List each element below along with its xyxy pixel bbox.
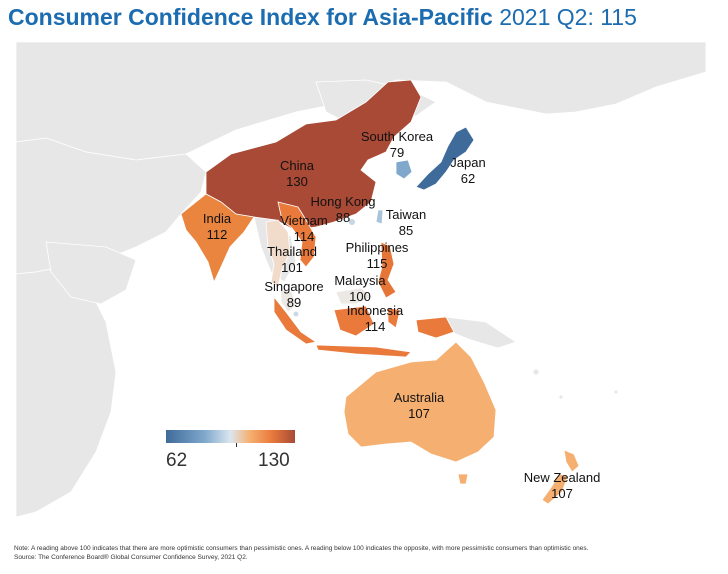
region-malaysia (280, 287, 373, 313)
title-main: Consumer Confidence Index for Asia-Pacif… (8, 4, 493, 30)
label-australia: Australia 107 (394, 390, 445, 422)
legend-color-scale (166, 430, 295, 443)
label-japan-value: 62 (460, 171, 476, 186)
region-singapore (293, 311, 299, 317)
label-taiwan: Taiwan 85 (386, 207, 426, 239)
region-taiwan (375, 209, 384, 225)
region-new-zealand (541, 449, 580, 505)
label-india-name: India (202, 211, 232, 226)
label-hong-kong: Hong Kong 88 (310, 194, 375, 226)
region-thailand (265, 219, 291, 288)
label-thailand-value: 101 (281, 260, 303, 275)
label-vietnam: Vietnam 114 (280, 213, 327, 245)
asia-pacific-map (16, 42, 706, 532)
region-japan (415, 126, 475, 191)
label-new-zealand: New Zealand 107 (524, 470, 601, 502)
region-indonesia (273, 295, 455, 358)
label-malaysia-name: Malaysia (334, 273, 386, 288)
label-philippines-name: Philippines (345, 240, 409, 255)
label-hong-kong-name: Hong Kong (310, 194, 376, 209)
label-south-korea-name: South Korea (360, 129, 434, 144)
label-indonesia: Indonesia 114 (347, 303, 403, 335)
region-vietnam (277, 201, 317, 268)
region-south-korea (395, 159, 413, 180)
label-malaysia-value: 100 (349, 289, 371, 304)
label-hong-kong-value: 88 (335, 210, 351, 225)
label-indonesia-value: 114 (364, 319, 386, 334)
footnote-note: Note: A reading above 100 indicates that… (14, 545, 589, 552)
legend-min-value: 62 (166, 450, 188, 471)
label-philippines-value: 115 (366, 256, 388, 271)
label-singapore-value: 89 (286, 295, 302, 310)
label-vietnam-value: 114 (293, 229, 315, 244)
label-japan-name: Japan (450, 155, 486, 170)
label-indonesia-name: Indonesia (346, 303, 404, 318)
label-philippines: Philippines 115 (346, 240, 409, 272)
footnote: Note: A reading above 100 indicates that… (14, 544, 588, 562)
label-new-zealand-name: New Zealand (523, 470, 601, 485)
label-thailand: Thailand 101 (267, 244, 317, 276)
region-hong-kong (349, 219, 355, 225)
label-india: India 112 (203, 211, 231, 243)
legend-max-value: 130 (258, 450, 290, 471)
label-japan: Japan 62 (450, 155, 485, 187)
region-china (205, 79, 422, 231)
label-taiwan-value: 85 (398, 223, 414, 238)
region-philippines (377, 241, 397, 299)
label-south-korea: South Korea 79 (361, 129, 433, 161)
label-australia-value: 107 (408, 406, 430, 421)
label-india-value: 112 (206, 227, 228, 242)
label-china-value: 130 (286, 174, 308, 189)
footnote-source: Source: The Conference Board® Global Con… (14, 554, 248, 561)
region-india (180, 193, 255, 284)
region-australia (343, 341, 497, 485)
label-china-name: China (280, 158, 314, 173)
label-china: China 130 (280, 158, 314, 190)
label-vietnam-name: Vietnam (280, 213, 328, 228)
label-malaysia: Malaysia 100 (334, 273, 385, 305)
label-taiwan-name: Taiwan (385, 207, 427, 222)
label-singapore: Singapore 89 (264, 279, 323, 311)
label-thailand-name: Thailand (267, 244, 317, 259)
label-south-korea-value: 79 (389, 145, 405, 160)
label-new-zealand-value: 107 (551, 486, 573, 501)
label-singapore-name: Singapore (264, 279, 324, 294)
title-sub: 2021 Q2: 115 (499, 4, 637, 30)
legend-tick (236, 443, 237, 447)
chart-title: Consumer Confidence Index for Asia-Pacif… (8, 2, 637, 32)
label-australia-name: Australia (393, 390, 445, 405)
